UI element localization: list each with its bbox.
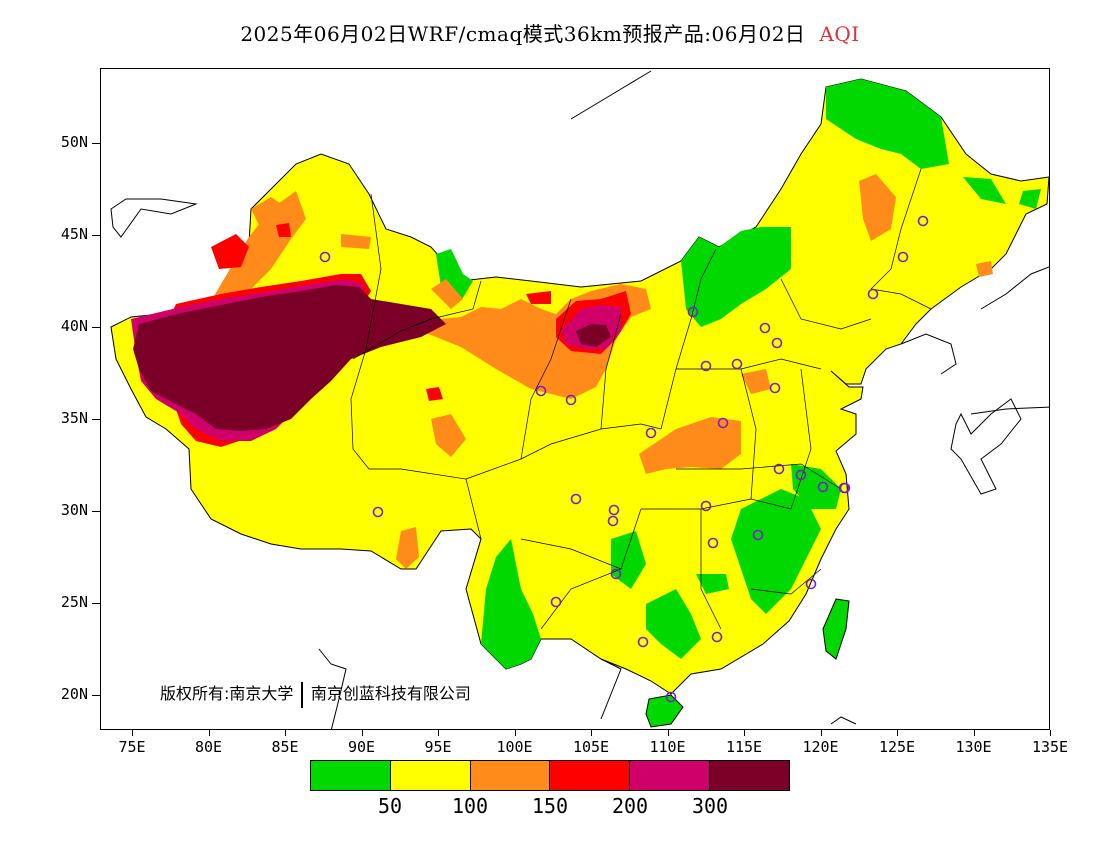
station-marker-icon <box>769 382 781 394</box>
lat-tick <box>92 511 100 512</box>
map-title-text: 2025年06月02日WRF/cmaq模式36km预报产品:06月02日 <box>240 22 806 46</box>
station-marker-icon <box>917 215 929 227</box>
copyright-divider <box>301 681 303 708</box>
station-marker-icon <box>637 636 649 648</box>
lat-tick <box>92 603 100 604</box>
legend-label: 200 <box>611 794 649 818</box>
station-marker-icon <box>759 322 771 334</box>
lat-tick <box>92 695 100 696</box>
lon-tick <box>514 730 516 736</box>
lon-tick <box>897 730 898 736</box>
lon-tick <box>285 730 286 736</box>
lon-label-85E: 85E <box>271 738 299 756</box>
lon-label-90E: 90E <box>347 738 376 756</box>
lat-label-45N: 45N <box>60 225 88 243</box>
legend-label: 50 <box>377 794 403 818</box>
map-title: 2025年06月02日WRF/cmaq模式36km预报产品:06月02日 AQI <box>0 18 1100 47</box>
station-marker-icon <box>665 691 677 703</box>
station-marker-icon <box>535 385 547 397</box>
lat-label-35N: 35N <box>60 409 88 427</box>
lon-label-130E: 130E <box>955 738 992 756</box>
lat-label-40N: 40N <box>60 317 88 335</box>
lon-tick <box>361 730 363 736</box>
station-marker-icon <box>717 417 729 429</box>
lon-label-135E: 135E <box>1031 738 1069 756</box>
lon-label-110E: 110E <box>649 738 686 756</box>
station-marker-icon <box>372 506 384 518</box>
copyright-text: 版权所有:南京大学 南京创蓝科技有限公司 <box>160 680 471 708</box>
lon-tick <box>208 730 210 736</box>
lat-tick <box>92 143 100 144</box>
station-marker-icon <box>817 481 829 493</box>
lon-label-120E: 120E <box>802 738 839 756</box>
lon-tick <box>973 730 975 736</box>
station-marker-icon <box>731 358 743 370</box>
station-marker-icon <box>771 337 783 349</box>
lon-label-75E: 75E <box>118 738 146 756</box>
legend-label: 150 <box>531 794 569 818</box>
legend-swatch <box>630 761 711 790</box>
station-marker-icon <box>608 504 620 516</box>
legend-swatch <box>390 761 471 790</box>
lon-label-115E: 115E <box>725 738 763 756</box>
station-marker-icon <box>795 469 807 481</box>
aqi-legend-colorbar <box>310 760 790 791</box>
station-marker-icon <box>550 596 562 608</box>
lon-tick <box>744 730 745 736</box>
map-frame <box>100 68 1050 730</box>
station-marker-icon <box>700 500 712 512</box>
product-label: AQI <box>819 22 860 46</box>
lat-tick <box>92 419 100 420</box>
station-marker-icon <box>570 493 582 505</box>
copyright-nju: 版权所有:南京大学 <box>160 684 294 703</box>
legend-label: 300 <box>691 794 729 818</box>
station-marker-icon <box>645 427 657 439</box>
station-marker-icon <box>707 537 719 549</box>
lon-tick <box>1050 730 1051 736</box>
legend-swatch <box>311 761 391 790</box>
station-marker-icon <box>607 515 619 527</box>
lat-tick <box>92 235 100 236</box>
lon-label-80E: 80E <box>194 738 223 756</box>
legend-swatch <box>470 761 551 790</box>
station-marker-icon <box>319 251 331 263</box>
lon-label-95E: 95E <box>424 738 452 756</box>
lon-tick <box>132 730 133 736</box>
lat-label-20N: 20N <box>60 685 88 703</box>
legend-label: 100 <box>451 794 489 818</box>
station-marker-icon <box>805 578 817 590</box>
lat-label-50N: 50N <box>60 133 88 151</box>
station-marker-icon <box>700 360 712 372</box>
lat-label-25N: 25N <box>60 593 88 611</box>
lon-tick <box>820 730 822 736</box>
legend-swatch <box>710 761 789 790</box>
station-marker-icon <box>687 306 699 318</box>
station-marker-icon <box>838 482 850 494</box>
station-marker-icon <box>565 394 577 406</box>
station-marker-icon <box>897 251 909 263</box>
station-marker-icon <box>752 529 764 541</box>
station-marker-icon <box>610 568 622 580</box>
lon-label-100E: 100E <box>496 738 533 756</box>
lon-label-105E: 105E <box>572 738 610 756</box>
aqi-map <box>110 70 1049 729</box>
lon-tick <box>591 730 592 736</box>
lon-tick <box>667 730 669 736</box>
station-marker-icon <box>773 463 785 475</box>
legend-swatch <box>550 761 631 790</box>
copyright-company: 南京创蓝科技有限公司 <box>310 684 471 703</box>
station-marker-icon <box>867 288 879 300</box>
lon-label-125E: 125E <box>878 738 916 756</box>
lon-tick <box>438 730 439 736</box>
lat-tick <box>92 327 100 328</box>
station-marker-icon <box>711 631 723 643</box>
lat-label-30N: 30N <box>60 501 88 519</box>
